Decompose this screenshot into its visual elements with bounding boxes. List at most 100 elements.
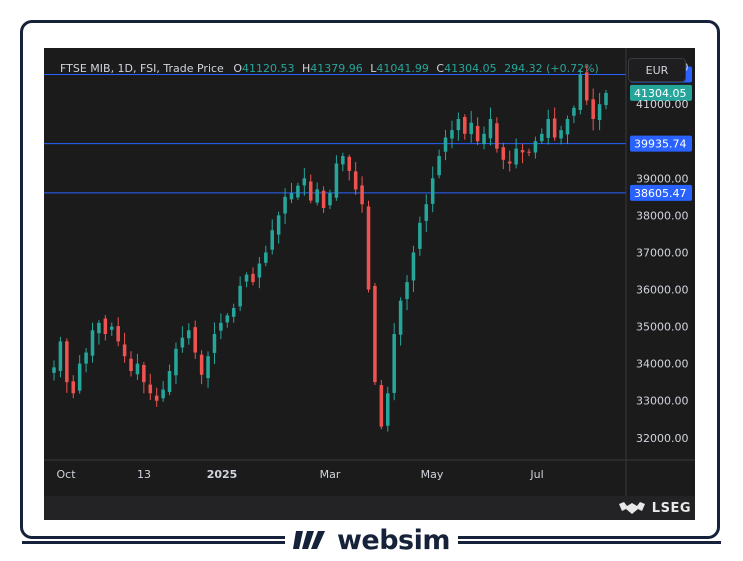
candle (219, 313, 223, 340)
brand-divider-right (455, 541, 721, 544)
candle (180, 326, 185, 353)
candle (443, 129, 448, 161)
price-level-label: 38605.47 (634, 187, 687, 200)
low-value: 41041.99 (376, 62, 429, 75)
candle (520, 143, 525, 164)
candle (97, 320, 101, 345)
candle (392, 323, 396, 401)
candle (289, 182, 294, 204)
websim-wordmark: websim (336, 524, 451, 556)
y-tick-label: 36000.00 (636, 284, 689, 297)
candle (540, 128, 544, 144)
x-tick-label: May (421, 468, 444, 481)
symbol-label: FTSE MIB, 1D, FSI, Trade Price (60, 62, 224, 75)
candle (559, 125, 563, 145)
price-level-tag (630, 135, 692, 152)
candle (270, 219, 274, 255)
candle (437, 149, 441, 179)
candle (187, 323, 191, 345)
last-price-label: 41304.05 (634, 87, 687, 100)
candle (495, 117, 499, 153)
candle (238, 276, 242, 312)
websim-logo-icon (292, 531, 325, 549)
candle (296, 182, 300, 200)
candle (418, 216, 422, 256)
ohlc-legend: FTSE MIB, 1D, FSI, Trade Price O41120.53… (60, 62, 599, 75)
candle (315, 182, 319, 206)
candle (501, 142, 506, 170)
candle (77, 355, 82, 394)
candle (193, 320, 197, 359)
x-tick-label: Jul (529, 468, 543, 481)
brand-divider-left (22, 541, 292, 544)
candle (552, 107, 557, 141)
candle (341, 152, 345, 172)
candle (565, 115, 570, 144)
candle (527, 148, 531, 157)
candle (328, 189, 332, 210)
candle (456, 112, 461, 141)
open-key: O (233, 62, 242, 75)
candle (154, 387, 159, 407)
candle (507, 150, 512, 172)
candle (58, 336, 63, 378)
candle (308, 174, 313, 204)
candle (482, 126, 486, 150)
candle (463, 114, 467, 140)
candle (206, 351, 210, 388)
candle (174, 342, 178, 385)
change-value: 294.32 (+0.72%) (504, 62, 599, 75)
candle (591, 88, 595, 131)
candle (135, 353, 140, 380)
lseg-label: LSEG (651, 500, 691, 516)
candle (302, 168, 307, 196)
candle (71, 375, 76, 399)
candle (584, 65, 589, 105)
candle (360, 176, 364, 213)
candle (264, 245, 268, 267)
candle (90, 322, 95, 363)
candle (142, 362, 146, 394)
lseg-emblem-icon (618, 502, 645, 514)
y-tick-label: 33000.00 (636, 395, 689, 408)
candle (231, 303, 236, 323)
candle (379, 379, 384, 430)
y-tick-label: 34000.00 (636, 358, 689, 371)
candle (321, 186, 326, 214)
candle (161, 381, 165, 402)
candle (411, 245, 416, 292)
candle (546, 109, 550, 145)
y-tick-label: 39000.00 (636, 172, 689, 185)
y-tick-label: 32000.00 (636, 432, 689, 445)
websim-brand: websim (0, 522, 743, 558)
candle (604, 89, 608, 110)
candle (244, 272, 249, 288)
candle (129, 351, 133, 377)
candle (103, 315, 108, 341)
candle (110, 322, 114, 337)
price-level-tag (630, 184, 692, 201)
candle (533, 136, 538, 159)
candle (578, 68, 583, 115)
candle (430, 166, 435, 213)
candle (475, 117, 480, 146)
open-value: 41120.53 (242, 62, 295, 75)
low-key: L (370, 62, 377, 75)
y-tick-label: 38000.00 (636, 209, 689, 222)
x-tick-label: 2025 (207, 468, 238, 481)
candle (366, 200, 371, 293)
last-price-tag (630, 84, 692, 101)
candle (334, 155, 339, 201)
y-tick-label: 35000.00 (636, 321, 689, 334)
candle (276, 211, 281, 244)
lseg-logo: LSEG (618, 497, 691, 519)
x-tick-label: 13 (137, 468, 151, 481)
x-tick-label: Mar (320, 468, 341, 481)
candle (257, 256, 262, 289)
currency-button[interactable]: EUR (628, 58, 686, 82)
candle (353, 162, 358, 195)
high-key: H (302, 62, 311, 75)
candle (251, 267, 255, 286)
